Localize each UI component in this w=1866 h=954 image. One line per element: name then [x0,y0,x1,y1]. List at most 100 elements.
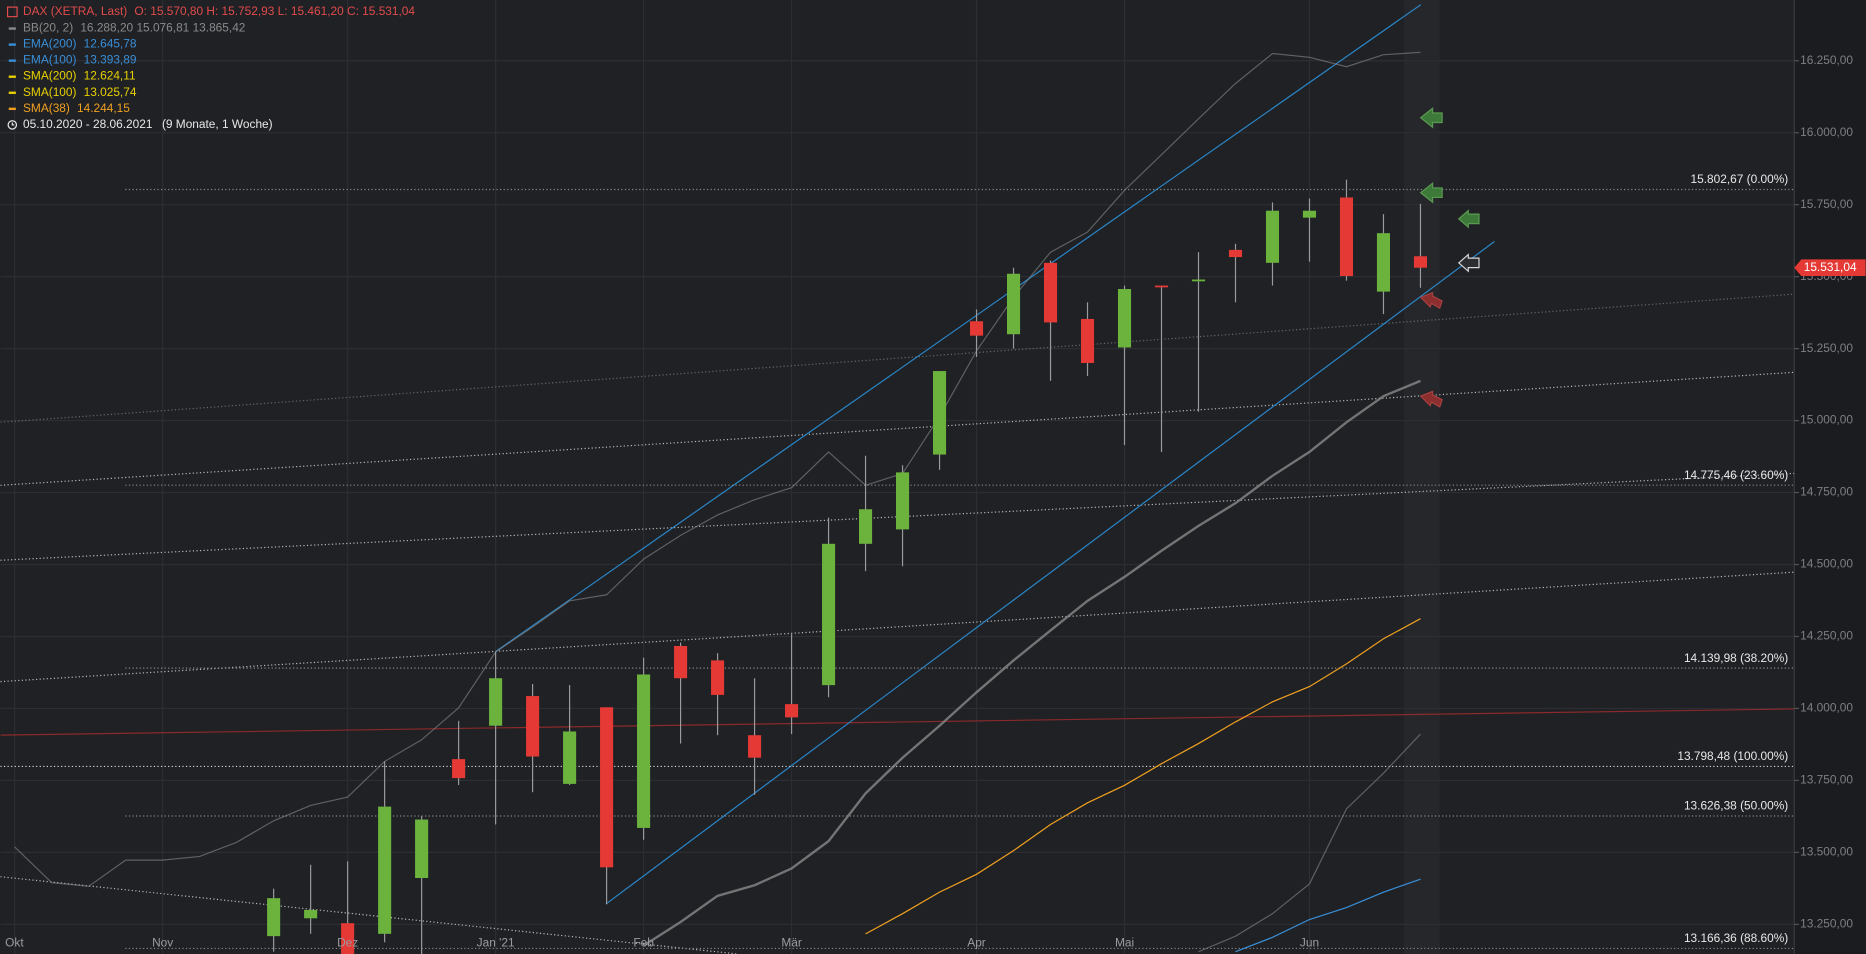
y-tick-label: 13.750,00 [1800,773,1853,787]
legend-name: SMA(38) [23,101,70,115]
period-line: 05.10.2020 - 28.06.2021 (9 Monate, 1 Woch… [23,117,273,131]
x-tick-label: Apr [967,935,986,949]
x-tick-label: Nov [152,935,173,949]
indicator-line [14,51,1421,887]
legend-name: SMA(100) [23,85,77,99]
x-tick-label: Jan '21 [477,935,515,949]
current-week-highlight [1404,0,1440,954]
legend-swatch [8,75,16,78]
indicator-line [642,379,1421,947]
channel-line [494,4,1422,653]
trend-line [0,293,1795,423]
fib-label: 14.775,46 (23.60%) [1684,468,1788,482]
legend-swatch [8,59,16,62]
candle-body [304,909,318,919]
y-axis: 13.250,00 13.500,00 13.750,00 14.000,00 14.2… [1794,53,1866,930]
grid [0,0,1795,954]
candle-body [600,707,614,868]
x-tick-label: Jun [1300,935,1319,949]
fib-label: 13.798,48 (100.00%) [1677,749,1788,763]
axis-panel [1794,0,1866,954]
candle-body [1080,318,1095,364]
candle-body [711,660,725,695]
indicator-line [1235,878,1421,953]
candle-body [526,696,540,757]
arrow-icon [1419,390,1443,408]
legend-value: 12.624,11 [84,69,136,83]
clock-icon [7,120,18,130]
candle-body [674,645,688,679]
y-tick-label: 15.250,00 [1800,341,1853,355]
candle-body [859,509,873,544]
candle-body [267,898,281,937]
arrow-icon [1457,209,1480,229]
candle-body [378,806,392,934]
candle-body [1228,249,1243,258]
legend-swatch [8,91,16,94]
candle-body [452,759,466,779]
candle-body [415,819,429,879]
x-axis: Okt Nov Dez Jan '21 Feb Mär Apr Mai Jun [5,935,1319,949]
candle-body [1265,210,1280,263]
price-tag-label: 15.531,04 [1804,260,1857,274]
title-swatch [6,6,18,18]
fib-label: 13.626,38 (50.00%) [1684,799,1788,813]
ohlc-values: O: 15.570,80 H: 15.752,93 L: 15.461,20 C… [134,4,415,18]
arrow-icon [1419,181,1443,204]
y-tick-label: 14.250,00 [1800,629,1853,643]
legend: DAX (XETRA, Last) O: 15.570,80 H: 15.752,… [6,4,415,131]
candle-body [1154,285,1169,288]
legend-name: SMA(200) [23,69,77,83]
candle-body [1191,279,1206,282]
legend-swatch [8,27,16,30]
candle-body [785,704,799,718]
candle-body [969,321,984,336]
legend-swatch [8,107,16,111]
y-tick-label: 15.000,00 [1800,413,1853,427]
legend-name: BB(20, 2) [23,21,73,35]
candle-body [822,543,836,686]
y-tick-label: 15.750,00 [1800,197,1853,211]
legend-entry: SMA(200) 12.624,11 [23,69,136,83]
indicator-line [865,618,1421,935]
candle-body [1117,289,1132,348]
y-tick-label: 16.000,00 [1800,125,1853,139]
legend-name: EMA(100) [23,53,77,67]
arrow-icon [1419,107,1443,129]
candle-body [341,923,355,954]
candle-body [1339,197,1354,277]
price-tag [1794,259,1866,277]
fib-label: 14.139,98 (38.20%) [1684,651,1788,665]
x-tick-label: Mai [1115,935,1134,949]
y-tick-label: 14.000,00 [1800,701,1853,715]
x-tick-label: Okt [5,935,24,949]
candle-body [1006,273,1021,335]
trend-line [0,708,1795,736]
legend-name: EMA(200) [23,37,77,51]
candle-body [748,735,762,758]
y-tick-label: 16.250,00 [1800,53,1853,67]
arrow-icon [1457,253,1480,273]
candle-body [637,674,651,828]
title-line: DAX (XETRA, Last) O: 15.570,80 H: 15.752,… [23,4,415,18]
chart-title: DAX (XETRA, Last) [23,4,127,18]
drawings [0,4,1795,954]
legend-value: 13.393,89 [84,53,137,67]
candle-body [1043,262,1058,323]
trend-line [0,876,738,954]
legend-entry: BB(20, 2) 16.288,20 15.076,81 13.865,42 [23,21,245,35]
candle-body [1376,233,1391,292]
candle-body [896,472,910,530]
legend-value: 16.288,20 15.076,81 13.865,42 [80,21,245,35]
legend-value: 14.244,15 [77,101,130,115]
arrow-icon [1419,291,1443,309]
candle-body [1302,210,1317,218]
fibonacci-levels: 15.802,67 (0.00%) 14.775,46 (23.60%) 14.13… [0,172,1795,950]
legend-entry: SMA(100) 13.025,74 [23,85,137,99]
legend-swatch [8,43,16,46]
candle-body [933,371,947,455]
x-tick-label: Feb [633,935,654,949]
